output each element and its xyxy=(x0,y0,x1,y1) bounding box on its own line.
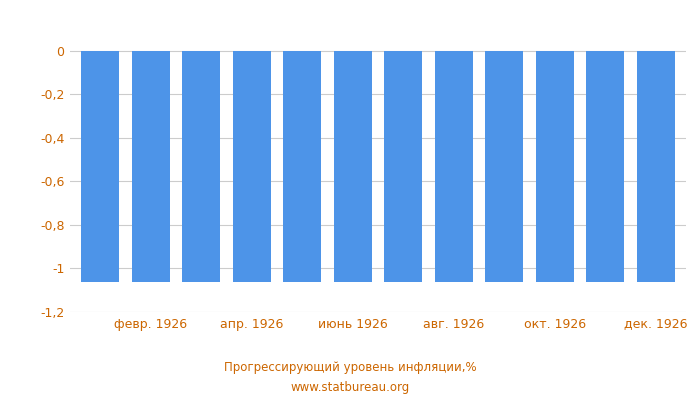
Bar xyxy=(637,51,675,282)
Bar xyxy=(284,51,321,282)
Bar xyxy=(384,51,422,282)
Bar xyxy=(536,51,574,282)
Bar xyxy=(182,51,220,282)
Bar xyxy=(485,51,523,282)
Bar xyxy=(132,51,169,282)
Bar xyxy=(435,51,472,282)
Legend: Канада, 1926: Канада, 1926 xyxy=(304,395,452,400)
Bar xyxy=(81,51,119,282)
Bar xyxy=(233,51,271,282)
Bar xyxy=(587,51,624,282)
Bar xyxy=(334,51,372,282)
Text: Прогрессирующий уровень инфляции,%
www.statbureau.org: Прогрессирующий уровень инфляции,% www.s… xyxy=(224,362,476,394)
